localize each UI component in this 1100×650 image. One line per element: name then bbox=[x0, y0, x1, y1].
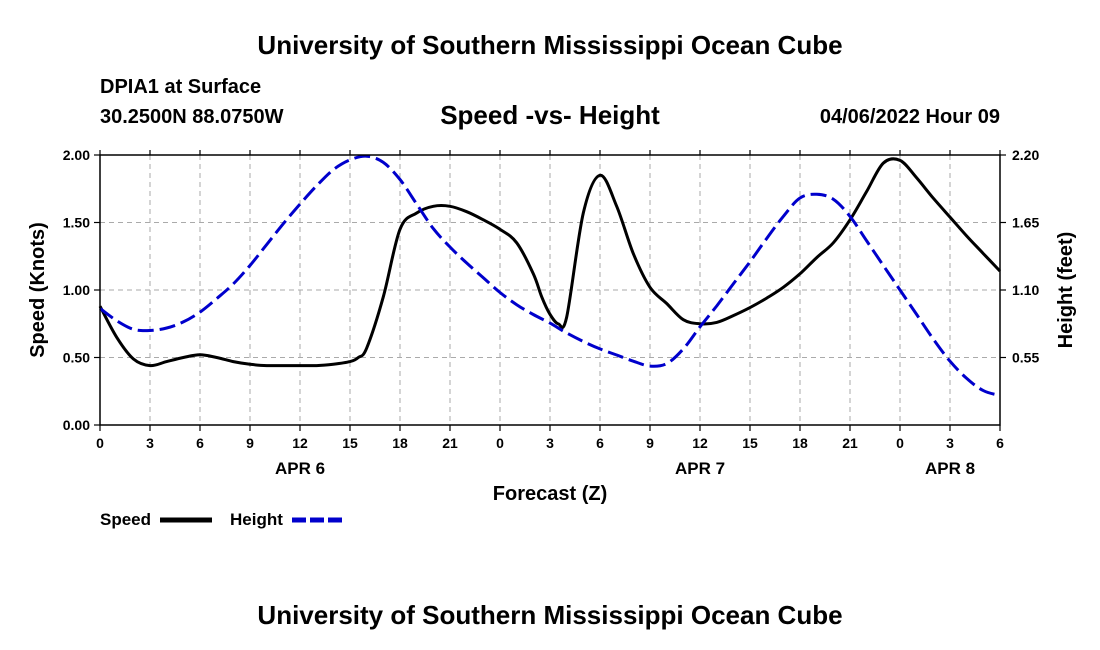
station-coords: 30.2500N 88.0750W bbox=[100, 106, 284, 128]
day-label: APR 7 bbox=[675, 459, 725, 478]
y-left-tick-label: 1.00 bbox=[63, 282, 90, 298]
y-right-tick-label: 1.10 bbox=[1012, 282, 1039, 298]
x-tick-label: 0 bbox=[96, 435, 104, 451]
x-tick-label: 21 bbox=[842, 435, 858, 451]
y-right-tick-label: 0.55 bbox=[1012, 350, 1039, 366]
legend-speed-label: Speed bbox=[100, 510, 152, 529]
page-title: University of Southern Mississippi Ocean… bbox=[257, 30, 843, 60]
y-left-tick-label: 1.50 bbox=[63, 215, 90, 231]
y-left-tick-label: 2.00 bbox=[63, 147, 90, 163]
x-tick-label: 3 bbox=[946, 435, 954, 451]
x-axis-label: Forecast (Z) bbox=[493, 483, 607, 505]
x-tick-label: 18 bbox=[392, 435, 408, 451]
x-tick-label: 9 bbox=[246, 435, 254, 451]
legend-height-label: Height bbox=[230, 510, 283, 529]
series-line-speed bbox=[98, 157, 1002, 368]
day-label: APR 6 bbox=[275, 459, 325, 478]
x-tick-label: 0 bbox=[496, 435, 504, 451]
chart-title: Speed -vs- Height bbox=[440, 100, 660, 130]
x-tick-label: 6 bbox=[996, 435, 1004, 451]
y-left-tick-label: 0.00 bbox=[63, 417, 90, 433]
x-tick-label: 15 bbox=[742, 435, 758, 451]
x-tick-label: 12 bbox=[692, 435, 708, 451]
x-tick-label: 9 bbox=[646, 435, 654, 451]
y-right-tick-label: 2.20 bbox=[1012, 147, 1039, 163]
station-label: DPIA1 at Surface bbox=[100, 76, 262, 98]
x-tick-label: 3 bbox=[146, 435, 154, 451]
footer-title: University of Southern Mississippi Ocean… bbox=[257, 600, 843, 630]
x-tick-label: 15 bbox=[342, 435, 358, 451]
y-right-tick-label: 1.65 bbox=[1012, 215, 1039, 231]
day-label: APR 8 bbox=[925, 459, 975, 478]
y-axis-label-right: Height (feet) bbox=[1055, 232, 1077, 349]
y-axis-label-left: Speed (Knots) bbox=[27, 222, 49, 358]
x-tick-label: 12 bbox=[292, 435, 308, 451]
forecast-date: 04/06/2022 Hour 09 bbox=[819, 106, 1000, 128]
x-tick-label: 18 bbox=[792, 435, 808, 451]
series-line-height bbox=[99, 154, 1001, 397]
x-tick-label: 21 bbox=[442, 435, 458, 451]
x-tick-label: 3 bbox=[546, 435, 554, 451]
x-tick-label: 6 bbox=[596, 435, 604, 451]
x-tick-label: 0 bbox=[896, 435, 904, 451]
y-left-tick-label: 0.50 bbox=[63, 350, 90, 366]
x-tick-label: 6 bbox=[196, 435, 204, 451]
